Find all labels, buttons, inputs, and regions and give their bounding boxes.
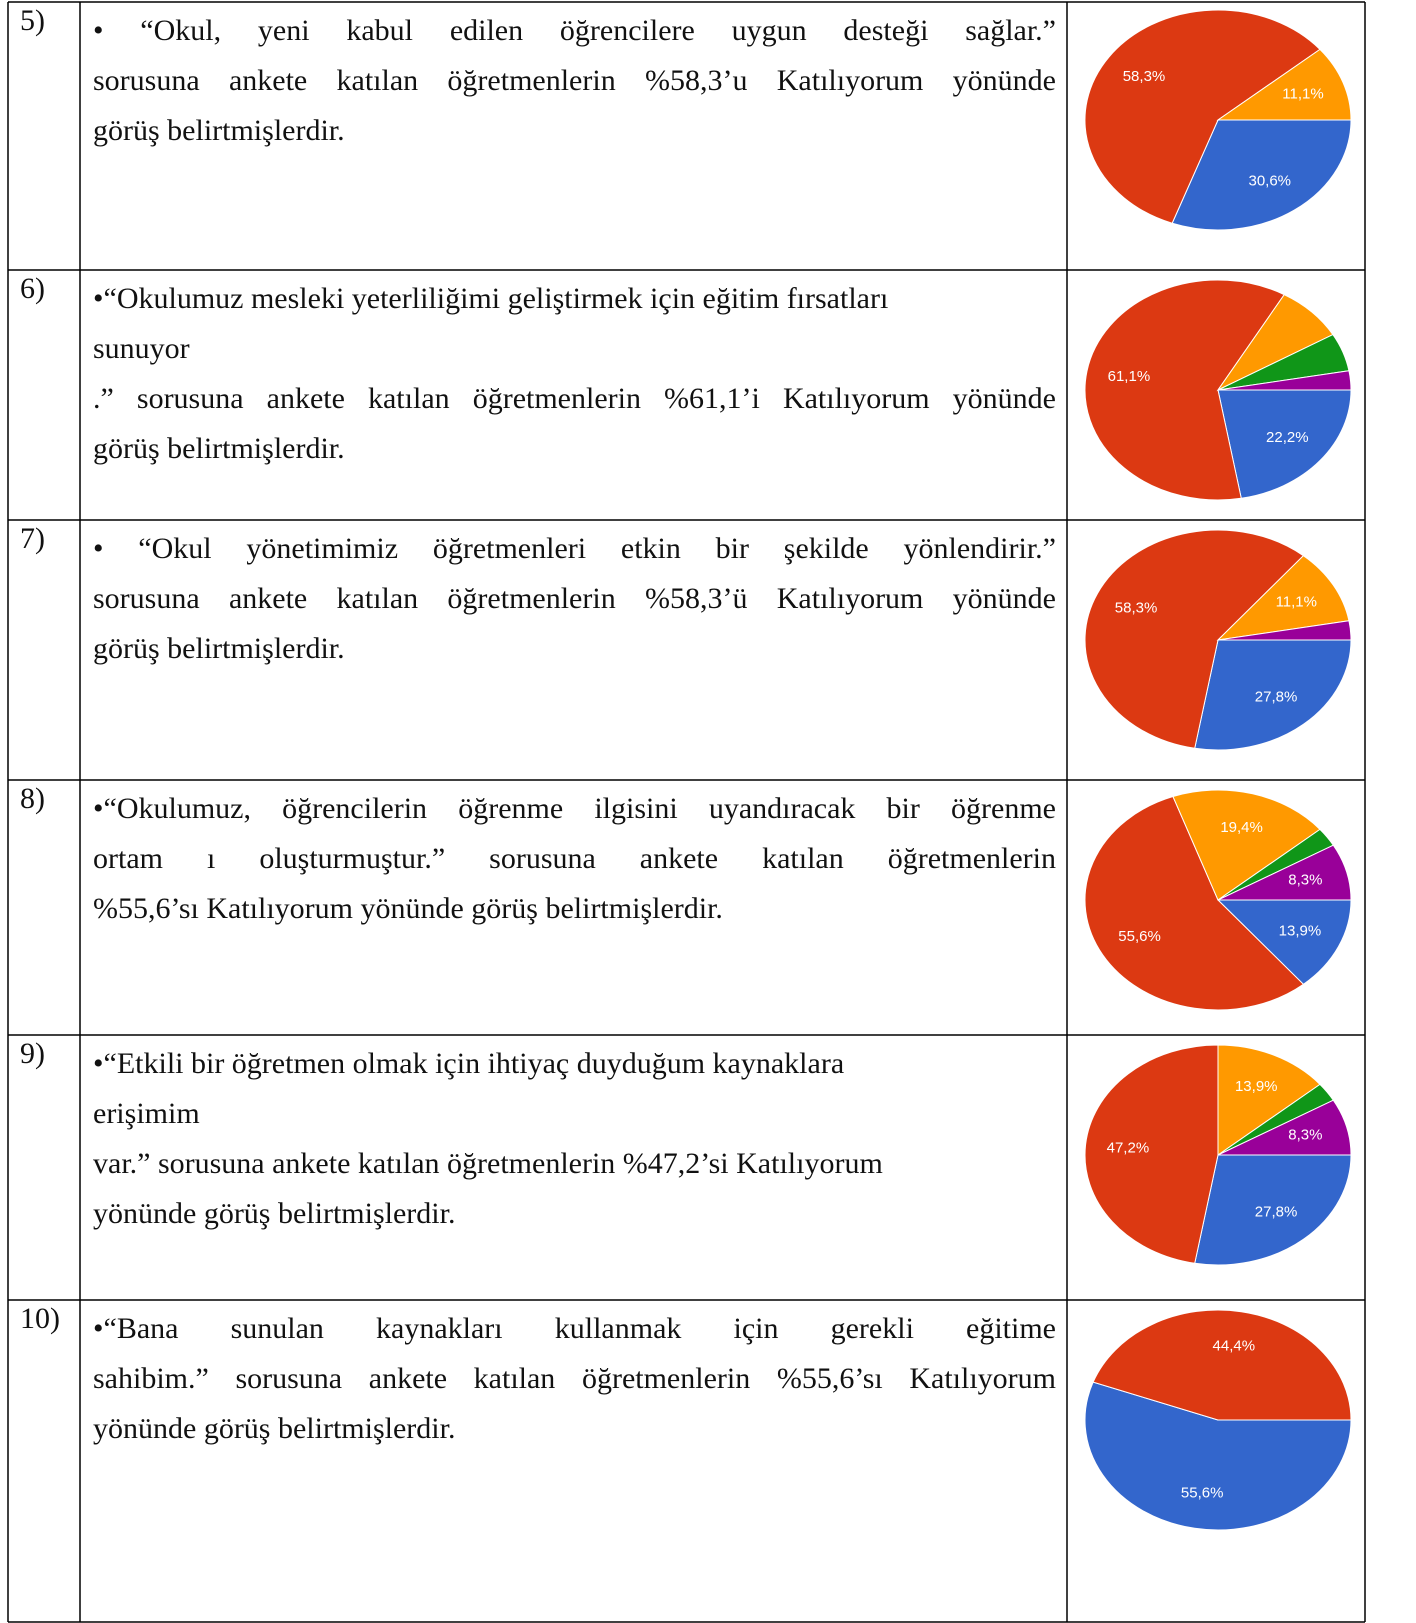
- row-number: 5): [20, 4, 45, 37]
- text-line: sorusuna ankete katılan öğretmenlerin %5…: [93, 582, 1056, 615]
- row-text: • “Okul, yeni kabul edilen öğrencilere u…: [93, 6, 1056, 156]
- pie-chart: 13,9% 55,6% 19,4% 8,3%: [1084, 789, 1352, 1011]
- row-text: • “Okul yönetimimiz öğretmenleri etkin b…: [93, 524, 1056, 674]
- row-text: •“Okulumuz, öğrencilerin öğrenme ilgisin…: [93, 784, 1056, 934]
- pie-slice: [1194, 639, 1352, 751]
- slice-label: 8,3%: [1288, 872, 1322, 889]
- pie-slice: [1217, 370, 1352, 391]
- row-number: 10): [20, 1302, 60, 1335]
- text-line: ortam ı oluşturmuştur.” sorusuna ankete …: [93, 842, 1056, 875]
- pie-slice: [1084, 795, 1305, 1011]
- row-text: •“Etkili bir öğretmen olmak için ihtiyaç…: [93, 1039, 1056, 1239]
- slice-label: 8,3%: [1288, 1127, 1322, 1144]
- text-line: •“Etkili bir öğretmen olmak için ihtiyaç…: [93, 1047, 845, 1080]
- row-number: 7): [20, 522, 45, 555]
- slice-label: 13,9%: [1235, 1078, 1278, 1095]
- slice-label: 11,1%: [1276, 594, 1317, 611]
- text-line: •“Okulumuz mesleki yeterliliğimi gelişti…: [93, 282, 889, 315]
- slice-label: 58,3%: [1123, 68, 1166, 85]
- pie-slice: [1084, 1381, 1352, 1531]
- slice-label: 47,2%: [1107, 1139, 1150, 1156]
- pie-slice: [1092, 1309, 1352, 1421]
- slice-label: 11,1%: [1282, 85, 1323, 102]
- text-line: •“Okulumuz, öğrencilerin öğrenme ilgisin…: [93, 792, 1056, 825]
- pie-slice: [1216, 899, 1352, 985]
- pie-slice: [1084, 279, 1286, 501]
- pie-slice: [1217, 1099, 1352, 1156]
- text-line: yönünde görüş belirtmişlerdir.: [93, 1197, 456, 1230]
- text-line: var.” sorusuna ankete katılan öğretmenle…: [93, 1147, 883, 1180]
- text-line: •“Bana sunulan kaynakları kullanmak için…: [93, 1312, 1056, 1345]
- row-text: •“Bana sunulan kaynakları kullanmak için…: [93, 1304, 1056, 1454]
- slice-label: 27,8%: [1255, 688, 1298, 705]
- pie-slice: [1172, 789, 1321, 901]
- pie-chart: 30,6% 58,3% 11,1%: [1084, 9, 1352, 231]
- row-text: •“Okulumuz mesleki yeterliliğimi gelişti…: [93, 274, 1056, 474]
- text-line: görüş belirtmişlerdir.: [93, 432, 345, 465]
- slice-label: 55,6%: [1181, 1485, 1224, 1502]
- text-line: %55,6’sı Katılıyorum yönünde görüş belir…: [93, 892, 723, 925]
- pie-slice: [1217, 389, 1352, 499]
- slice-label: 22,2%: [1266, 429, 1309, 446]
- pie-slice: [1217, 1044, 1321, 1156]
- pie-slice: [1217, 620, 1352, 641]
- text-line: sorusuna ankete katılan öğretmenlerin %5…: [93, 64, 1056, 97]
- pie-slice: [1084, 9, 1321, 224]
- pie-slice: [1171, 119, 1352, 231]
- pie-slice: [1194, 1154, 1352, 1266]
- pie-slice: [1216, 555, 1350, 641]
- row-number: 9): [20, 1037, 45, 1070]
- pie-slice: [1217, 844, 1352, 901]
- text-line: erişimim: [93, 1097, 200, 1130]
- text-line: .” sorusuna ankete katılan öğretmenlerin…: [93, 382, 1056, 415]
- text-line: • “Okul yönetimimiz öğretmenleri etkin b…: [93, 532, 1056, 565]
- text-line: yönünde görüş belirtmişlerdir.: [93, 1412, 456, 1445]
- pie-chart: 27,8% 58,3% 11,1%: [1084, 529, 1352, 751]
- pie-chart: 22,2% 61,1%: [1084, 279, 1352, 501]
- text-line: • “Okul, yeni kabul edilen öğrencilere u…: [93, 14, 1056, 47]
- slice-label: 27,8%: [1255, 1203, 1298, 1220]
- pie-slice: [1084, 1044, 1219, 1264]
- text-line: sunuyor: [93, 332, 190, 365]
- pie-chart: 55,6% 44,4%: [1084, 1309, 1352, 1531]
- slice-label: 13,9%: [1279, 923, 1322, 940]
- slice-label: 19,4%: [1220, 819, 1263, 836]
- slice-label: 58,3%: [1115, 599, 1158, 616]
- row-number: 8): [20, 782, 45, 815]
- slice-label: 30,6%: [1248, 172, 1291, 189]
- text-line: görüş belirtmişlerdir.: [93, 114, 345, 147]
- pie-chart: 27,8% 47,2% 13,9% 8,3%: [1084, 1044, 1352, 1266]
- text-line: görüş belirtmişlerdir.: [93, 632, 345, 665]
- slice-label: 61,1%: [1108, 368, 1151, 385]
- row-number: 6): [20, 272, 45, 305]
- slice-label: 55,6%: [1118, 928, 1161, 945]
- pie-slice: [1216, 48, 1352, 121]
- slice-label: 44,4%: [1213, 1337, 1256, 1354]
- text-line: sahibim.” sorusuna ankete katılan öğretm…: [93, 1362, 1056, 1395]
- pie-slice: [1084, 529, 1305, 749]
